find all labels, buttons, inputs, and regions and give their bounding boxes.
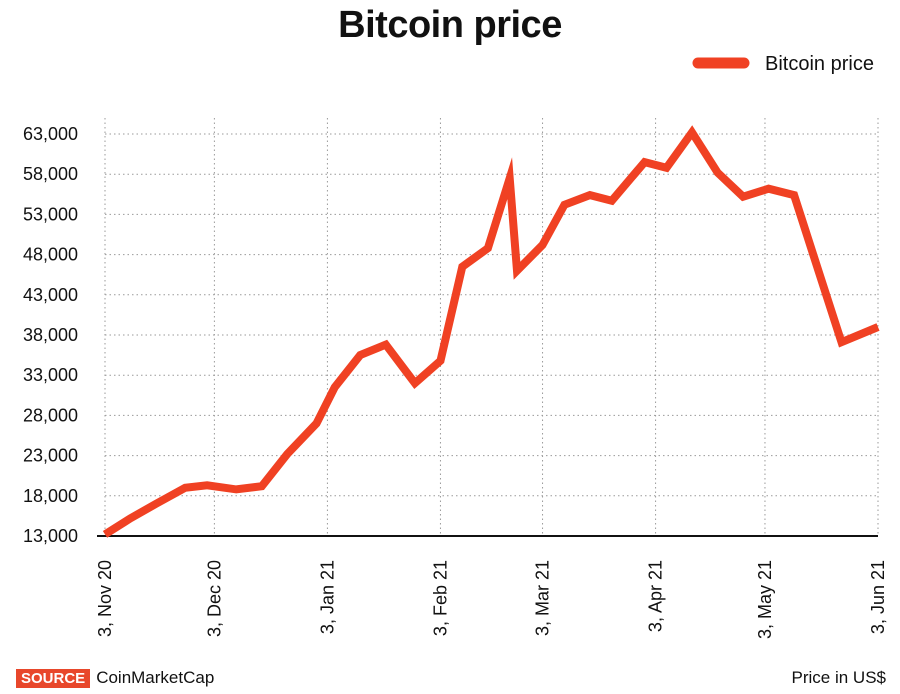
legend-label: Bitcoin price — [765, 53, 874, 75]
y-tick-label: 53,000 — [23, 204, 78, 224]
x-tick-label: 3, Apr 21 — [646, 560, 666, 632]
x-tick-label: 3, Mar 21 — [533, 560, 553, 636]
y-tick-label: 48,000 — [23, 245, 78, 265]
x-tick-label: 3, May 21 — [755, 560, 775, 639]
y-tick-label: 28,000 — [23, 405, 78, 425]
source-credit: SOURCE CoinMarketCap — [16, 667, 214, 689]
x-tick-label: 3, Jan 21 — [317, 560, 337, 634]
x-tick-label: 3, Jun 21 — [868, 560, 888, 634]
y-tick-label: 63,000 — [23, 124, 78, 144]
y-tick-label: 33,000 — [23, 365, 78, 385]
x-tick-label: 3, Dec 20 — [204, 560, 224, 637]
x-tick-label: 3, Feb 21 — [430, 560, 450, 636]
y-tick-label: 38,000 — [23, 325, 78, 345]
y-tick-label: 18,000 — [23, 486, 78, 506]
x-tick-label: 3, Nov 20 — [95, 560, 115, 637]
chart-title: Bitcoin price — [338, 4, 562, 46]
y-tick-label: 43,000 — [23, 285, 78, 305]
source-badge: SOURCE — [16, 668, 91, 688]
source-name: CoinMarketCap — [96, 668, 215, 687]
y-tick-label: 58,000 — [23, 164, 78, 184]
series-line-bitcoin-price — [102, 125, 880, 538]
units-note: Price in US$ — [791, 668, 886, 687]
y-tick-label: 23,000 — [23, 446, 78, 466]
y-tick-label: 13,000 — [23, 526, 78, 546]
